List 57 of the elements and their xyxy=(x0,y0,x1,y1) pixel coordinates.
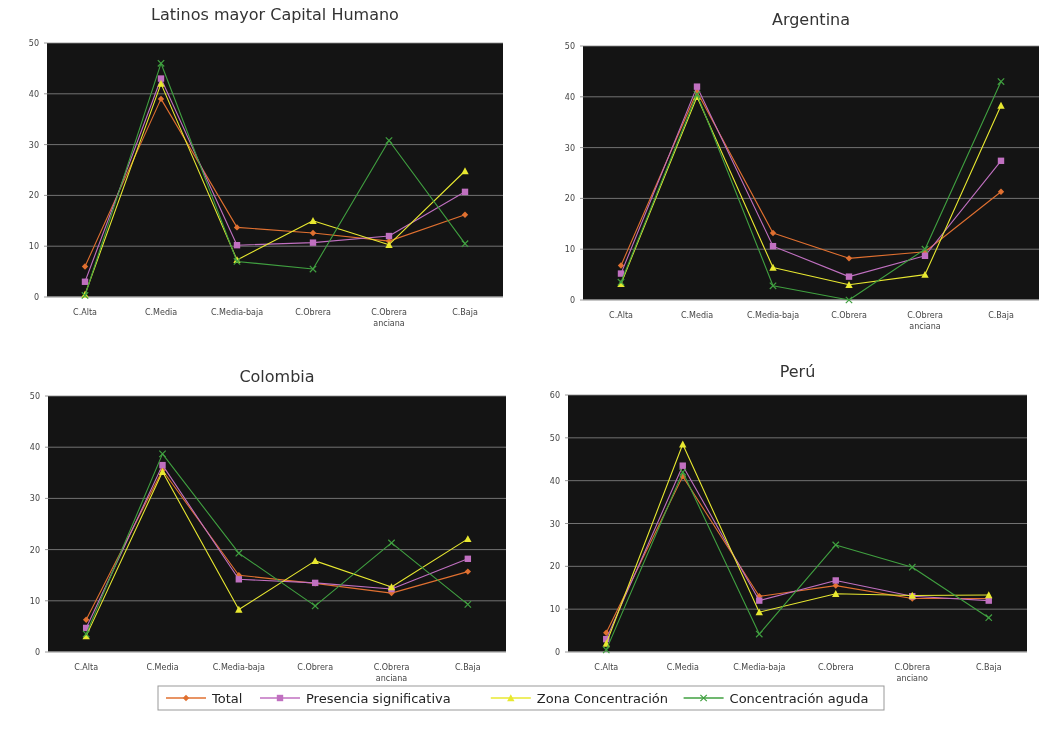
x-tick-label: C.Obrera xyxy=(831,311,867,320)
y-tick-label: 0 xyxy=(33,293,39,302)
y-tick-label: 0 xyxy=(34,648,40,657)
y-tick-label: 0 xyxy=(569,296,575,305)
x-tick-label: C.Alta xyxy=(74,663,99,672)
y-tick-label: 40 xyxy=(28,89,39,99)
x-tick-label: C.Media-baja xyxy=(733,663,786,672)
y-tick-label: 10 xyxy=(549,605,560,615)
x-tick-label: C.Obrera anciano xyxy=(894,663,931,683)
legend-label: Zona Concentración xyxy=(536,691,669,706)
y-tick-label: 0 xyxy=(554,648,560,657)
chart-title: Argentina xyxy=(771,10,851,29)
x-tick-label: C.Media-baja xyxy=(212,663,265,672)
y-tick-label: 30 xyxy=(28,140,39,150)
y-tick-label: 60 xyxy=(549,391,560,400)
legend-label: Concentración aguda xyxy=(729,691,869,706)
x-tick-label: C.Media xyxy=(680,311,714,320)
chart-title: Colombia xyxy=(239,367,315,386)
x-tick-label: C.Obrera xyxy=(297,663,334,672)
x-tick-label: C.Media xyxy=(144,308,178,317)
y-tick-label: 30 xyxy=(29,494,40,504)
x-tick-label: C.Baja xyxy=(455,663,481,672)
y-tick-label: 10 xyxy=(28,242,39,252)
chart-title: Perú xyxy=(779,362,816,381)
legend-label: Total xyxy=(211,691,243,706)
y-tick-label: 50 xyxy=(29,392,40,401)
x-tick-label: C.Media-baja xyxy=(210,308,264,317)
y-tick-label: 30 xyxy=(549,519,560,529)
x-tick-label: C.Obrera anciana xyxy=(371,308,407,328)
y-tick-label: 50 xyxy=(28,39,39,48)
x-tick-label: C.Obrera anciana xyxy=(907,311,943,331)
y-tick-label: 40 xyxy=(549,476,560,486)
x-tick-label: C.Alta xyxy=(73,308,98,317)
y-tick-label: 20 xyxy=(28,191,39,201)
x-tick-label: C.Alta xyxy=(609,311,634,320)
x-tick-label: C.Obrera xyxy=(817,663,854,672)
y-tick-label: 50 xyxy=(564,42,575,51)
x-tick-label: C.Media-baja xyxy=(746,311,800,320)
y-tick-label: 40 xyxy=(564,92,575,102)
y-tick-label: 50 xyxy=(549,433,560,443)
y-tick-label: 10 xyxy=(564,245,575,255)
x-tick-label: C.Baja xyxy=(988,311,1014,320)
y-tick-label: 30 xyxy=(564,143,575,153)
y-tick-label: 10 xyxy=(29,596,40,606)
x-tick-label: C.Baja xyxy=(452,308,478,317)
x-tick-label: C.Obrera anciana xyxy=(373,663,410,683)
y-tick-label: 40 xyxy=(29,443,40,453)
y-tick-label: 20 xyxy=(29,545,40,555)
legend-label: Presencia significativa xyxy=(306,691,451,706)
x-tick-label: C.Alta xyxy=(594,663,619,672)
x-tick-label: C.Media xyxy=(146,663,179,672)
x-tick-label: C.Obrera xyxy=(295,308,331,317)
x-tick-label: C.Baja xyxy=(975,663,1002,672)
x-tick-label: C.Media xyxy=(666,663,699,672)
y-tick-label: 20 xyxy=(564,194,575,204)
y-tick-label: 20 xyxy=(549,562,560,572)
chart-title: Latinos mayor Capital Humano xyxy=(151,5,399,24)
